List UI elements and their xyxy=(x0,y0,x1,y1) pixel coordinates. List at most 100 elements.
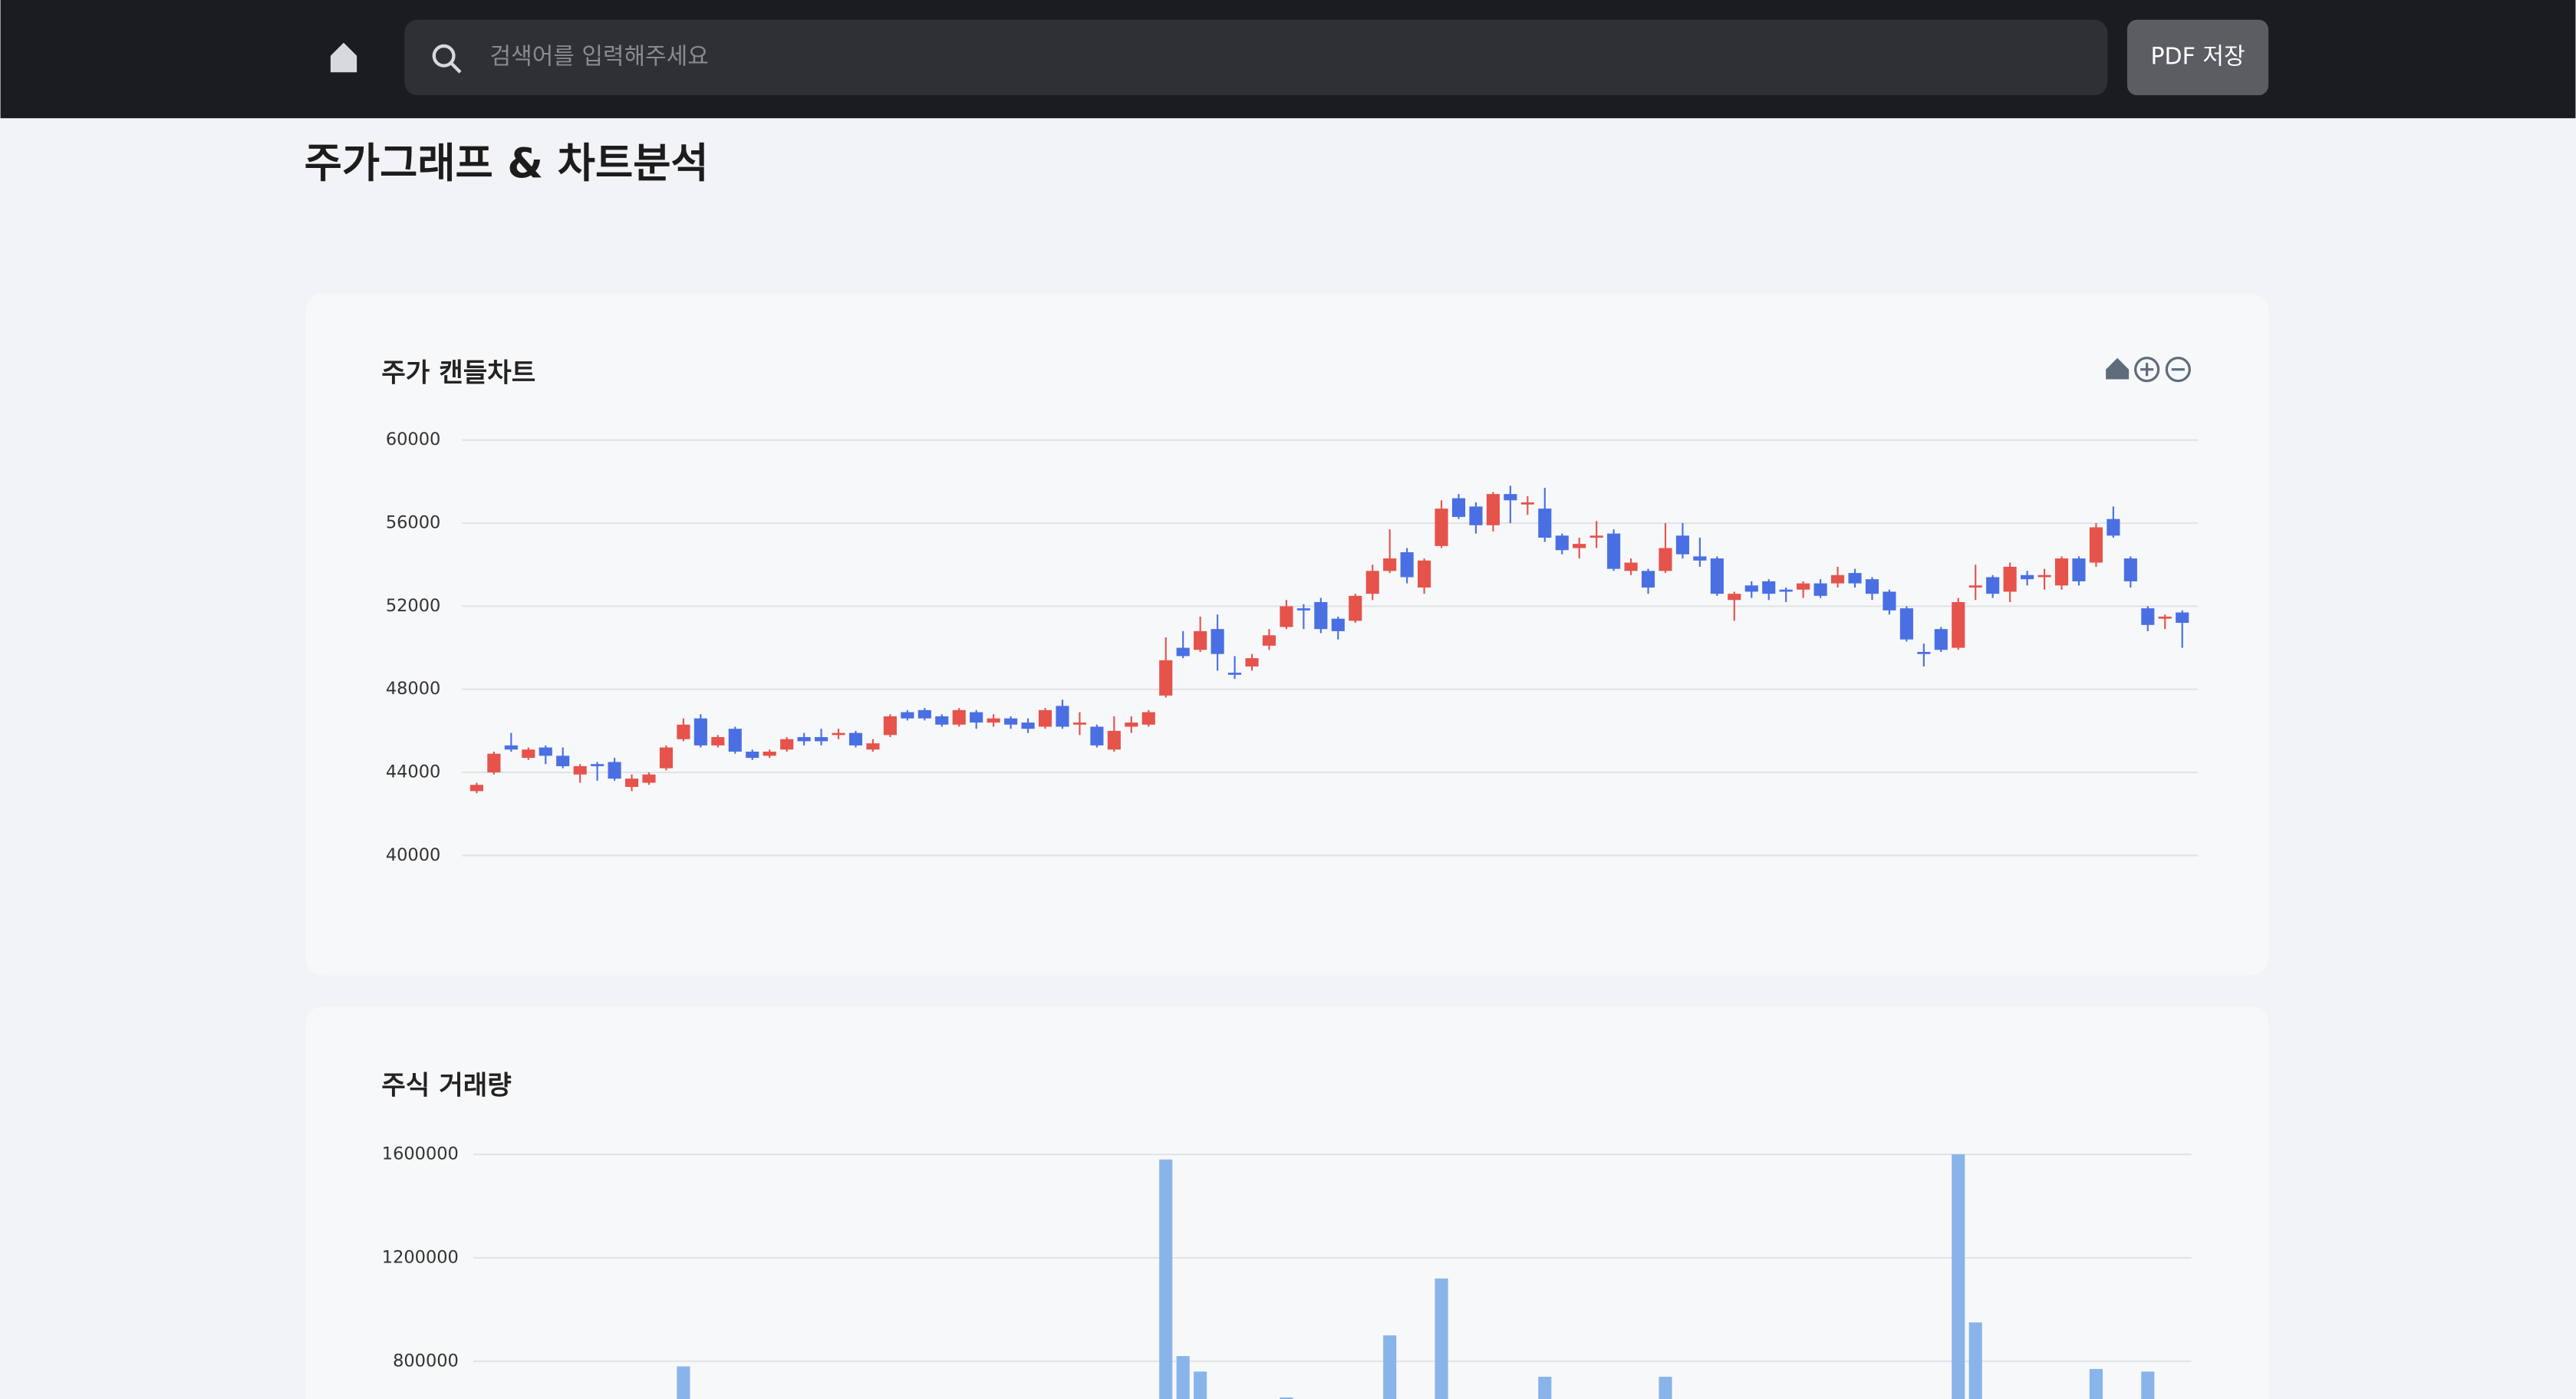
candle-body xyxy=(901,712,914,719)
candle-body xyxy=(504,745,518,750)
bar xyxy=(1176,1356,1190,1399)
candle-body xyxy=(642,774,656,783)
candle-body xyxy=(1451,498,1466,517)
chart-title: 주식 거래량 xyxy=(381,1071,511,1101)
candle-body xyxy=(1176,647,1190,657)
candle-body xyxy=(1607,533,1621,569)
candle-body xyxy=(1968,585,1982,588)
candle-body xyxy=(591,764,604,766)
candle-body xyxy=(815,737,828,742)
candle-body xyxy=(693,718,707,746)
candle-body xyxy=(2158,616,2172,619)
candle-body xyxy=(1883,591,1896,611)
candle-body xyxy=(677,724,690,739)
candle-body xyxy=(2003,566,2017,592)
candle-body xyxy=(1400,551,1414,578)
candle-body xyxy=(1520,502,1534,505)
candle-body xyxy=(2054,558,2069,586)
bar xyxy=(2089,1368,2103,1399)
candle-body xyxy=(1641,571,1655,588)
candle-body xyxy=(487,753,501,773)
home-button[interactable] xyxy=(330,42,357,73)
candle-body xyxy=(1331,618,1345,631)
candle-body xyxy=(1090,726,1104,746)
bar xyxy=(1280,1397,1293,1399)
pdf-button[interactable] xyxy=(2126,19,2269,96)
search-icon xyxy=(432,44,456,67)
candle-body xyxy=(1779,589,1793,592)
bar xyxy=(2141,1371,2155,1399)
bar xyxy=(1159,1159,1173,1399)
candle-body xyxy=(1538,509,1552,538)
search-box[interactable] xyxy=(404,19,2108,96)
card xyxy=(305,1006,2269,1399)
y-tick-label: 1200000 xyxy=(382,1247,459,1267)
candle-body xyxy=(1899,608,1913,640)
candle-body xyxy=(1125,723,1138,727)
candle-body xyxy=(1589,535,1603,538)
y-tick-label: 800000 xyxy=(393,1351,459,1371)
candle-body xyxy=(1038,709,1052,727)
candle-body xyxy=(1418,560,1431,588)
candle-body xyxy=(469,785,483,792)
y-tick-label: 40000 xyxy=(386,845,440,865)
candle-body xyxy=(1486,494,1500,525)
candle-body xyxy=(1141,712,1155,725)
candle-body xyxy=(1280,606,1293,627)
candle-body xyxy=(1211,629,1224,654)
candle-body xyxy=(1917,651,1931,654)
candle-body xyxy=(2123,558,2137,581)
candle-body xyxy=(1296,608,1310,611)
candle-body xyxy=(1573,544,1586,548)
candle-body xyxy=(1021,723,1035,729)
zoom-in-icon xyxy=(2140,363,2154,377)
candle-body xyxy=(763,751,776,756)
candle-body xyxy=(970,712,983,723)
candle-body xyxy=(917,709,931,719)
candle-body xyxy=(1504,494,1517,501)
chart-title: 주가 캔들차트 xyxy=(381,358,535,389)
bar xyxy=(1659,1376,1672,1399)
candle-body xyxy=(848,732,863,746)
search-icon xyxy=(450,61,462,74)
zoom-in[interactable] xyxy=(2134,357,2160,383)
candle-body xyxy=(1848,573,1862,584)
candle-body xyxy=(1314,601,1328,630)
candle-body xyxy=(1004,718,1018,725)
y-tick-label: 1600000 xyxy=(382,1144,459,1164)
candle-body xyxy=(1986,577,2000,594)
reset-zoom[interactable] xyxy=(2106,357,2130,380)
candle-body xyxy=(1762,581,1776,594)
page-title: 주가그래프 & 차트분석 xyxy=(305,139,709,187)
candle-body xyxy=(1383,558,1397,571)
y-tick-label: 44000 xyxy=(386,762,440,782)
candle-body xyxy=(1865,579,1879,594)
candle-body xyxy=(1624,562,1638,571)
candle-body xyxy=(728,729,742,752)
candle-body xyxy=(2176,612,2189,624)
candle-body xyxy=(1555,535,1569,551)
candle-body xyxy=(659,747,674,769)
candle-body xyxy=(935,716,949,725)
card xyxy=(305,294,2269,976)
bar xyxy=(1383,1335,1397,1399)
candle-body xyxy=(539,747,552,756)
candle-body xyxy=(556,755,570,766)
candle-body xyxy=(1659,548,1672,571)
candle-body xyxy=(1435,509,1448,546)
candle-body xyxy=(1952,601,1965,648)
candle-body xyxy=(952,709,966,725)
y-tick-label: 60000 xyxy=(386,430,440,449)
candle-body xyxy=(522,749,535,759)
candle-body xyxy=(832,732,845,736)
candle-body xyxy=(1159,660,1173,696)
candle-body xyxy=(2107,518,2120,536)
candle-body xyxy=(1245,658,1259,667)
zoom-out[interactable] xyxy=(2165,357,2191,383)
candle-body xyxy=(1262,635,1276,646)
bar xyxy=(677,1366,690,1399)
candle-body xyxy=(746,751,759,759)
search-placeholder: 검색어를 입력해주세요 xyxy=(490,43,709,70)
candle-body xyxy=(1728,594,1741,601)
